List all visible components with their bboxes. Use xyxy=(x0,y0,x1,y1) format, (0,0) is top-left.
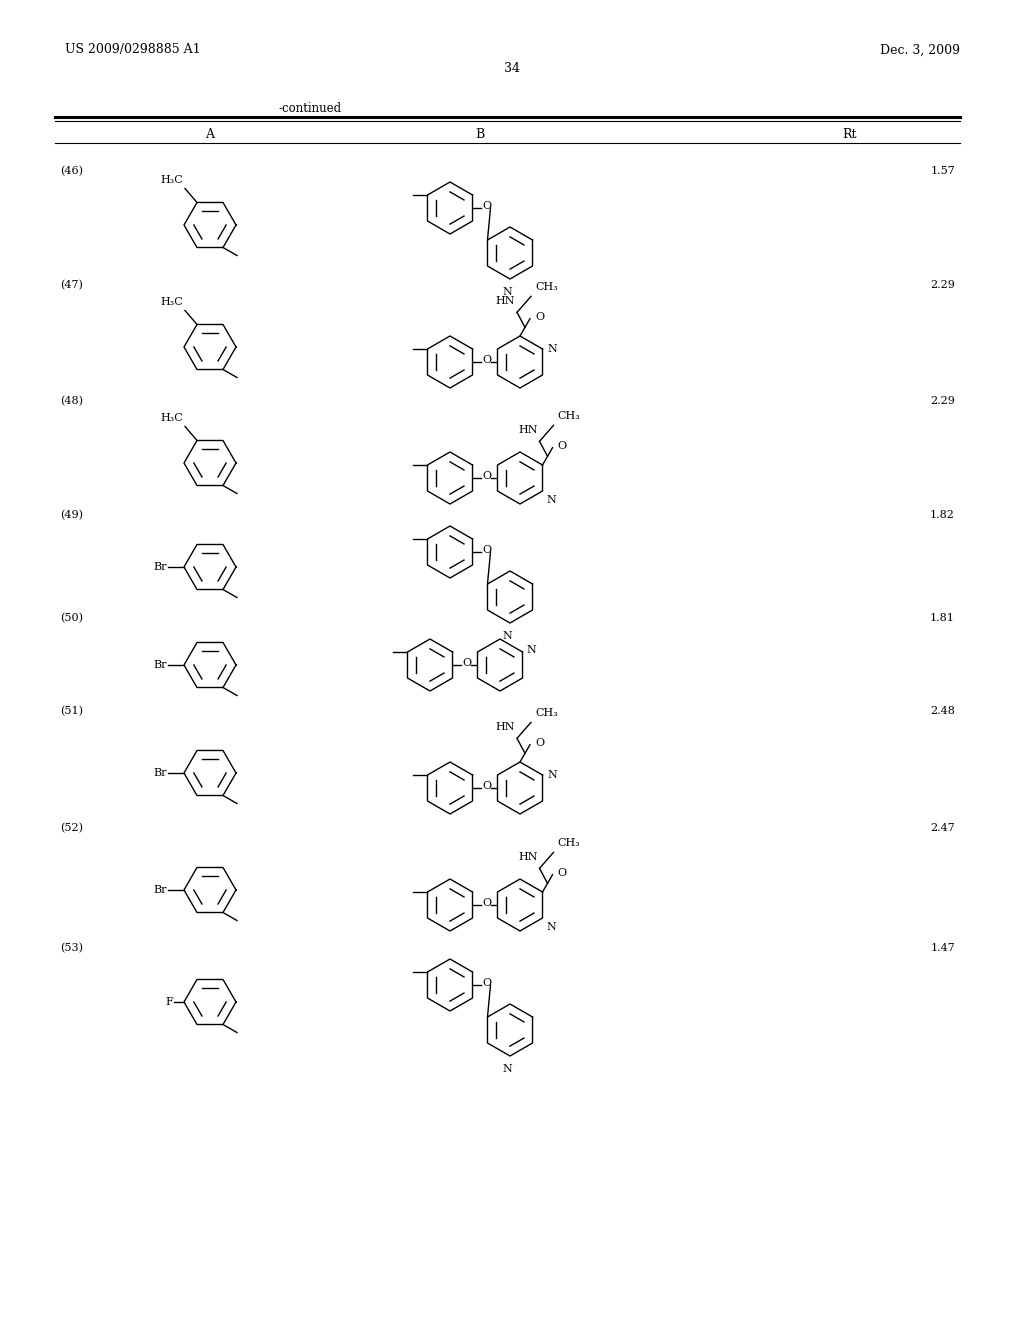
Text: CH₃: CH₃ xyxy=(557,412,581,421)
Text: (51): (51) xyxy=(60,706,83,717)
Text: -continued: -continued xyxy=(279,102,342,115)
Text: A: A xyxy=(206,128,214,140)
Text: (53): (53) xyxy=(60,942,83,953)
Text: N: N xyxy=(502,1064,512,1074)
Text: US 2009/0298885 A1: US 2009/0298885 A1 xyxy=(65,44,201,57)
Text: N: N xyxy=(547,495,556,506)
Text: (47): (47) xyxy=(60,280,83,290)
Text: O: O xyxy=(482,355,492,366)
Text: Rt: Rt xyxy=(843,128,857,140)
Text: O: O xyxy=(557,441,566,450)
Text: N: N xyxy=(502,631,512,642)
Text: O: O xyxy=(482,471,492,480)
Text: 2.48: 2.48 xyxy=(930,706,955,715)
Text: O: O xyxy=(482,898,492,908)
Text: H₃C: H₃C xyxy=(160,413,183,424)
Text: 2.47: 2.47 xyxy=(930,822,955,833)
Text: H₃C: H₃C xyxy=(160,176,183,186)
Text: 1.57: 1.57 xyxy=(930,166,955,176)
Text: N: N xyxy=(547,921,556,932)
Text: Br: Br xyxy=(154,768,167,777)
Text: Br: Br xyxy=(154,884,167,895)
Text: HN: HN xyxy=(496,722,515,733)
Text: HN: HN xyxy=(518,425,538,436)
Text: 34: 34 xyxy=(504,62,520,74)
Text: Dec. 3, 2009: Dec. 3, 2009 xyxy=(880,44,961,57)
Text: CH₃: CH₃ xyxy=(535,709,558,718)
Text: O: O xyxy=(482,978,492,987)
Text: O: O xyxy=(535,738,544,747)
Text: 1.82: 1.82 xyxy=(930,510,955,520)
Text: O: O xyxy=(535,312,544,322)
Text: HN: HN xyxy=(496,296,515,306)
Text: 2.29: 2.29 xyxy=(930,396,955,407)
Text: (50): (50) xyxy=(60,612,83,623)
Text: N: N xyxy=(548,345,557,354)
Text: H₃C: H₃C xyxy=(160,297,183,308)
Text: (46): (46) xyxy=(60,166,83,177)
Text: F: F xyxy=(165,997,173,1007)
Text: (48): (48) xyxy=(60,396,83,407)
Text: O: O xyxy=(557,867,566,878)
Text: N: N xyxy=(526,645,537,655)
Text: O: O xyxy=(463,657,472,668)
Text: Br: Br xyxy=(154,562,167,572)
Text: O: O xyxy=(482,545,492,554)
Text: O: O xyxy=(482,201,492,211)
Text: CH₃: CH₃ xyxy=(535,282,558,292)
Text: CH₃: CH₃ xyxy=(557,838,581,849)
Text: HN: HN xyxy=(518,853,538,862)
Text: 2.29: 2.29 xyxy=(930,280,955,290)
Text: (52): (52) xyxy=(60,822,83,833)
Text: N: N xyxy=(502,286,512,297)
Text: (49): (49) xyxy=(60,510,83,520)
Text: B: B xyxy=(475,128,484,140)
Text: 1.47: 1.47 xyxy=(930,942,955,953)
Text: Br: Br xyxy=(154,660,167,671)
Text: 1.81: 1.81 xyxy=(930,612,955,623)
Text: O: O xyxy=(482,781,492,791)
Text: N: N xyxy=(548,770,557,780)
